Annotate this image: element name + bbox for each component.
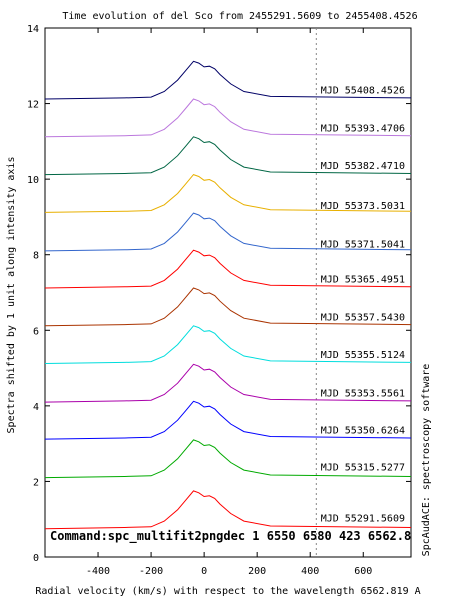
x-tick-label: 600 xyxy=(354,566,372,577)
series-label: MJD 55408.4526 xyxy=(321,86,405,97)
x-tick-label: -200 xyxy=(139,566,163,577)
series-label: MJD 55357.5430 xyxy=(321,312,405,323)
x-axis: -400 -200 0 200 400 600 xyxy=(86,28,372,577)
y-axis-label: Spectra shifted by 1 unit along intensit… xyxy=(6,157,17,434)
x-axis-label: Radial velocity (km/s) with respect to t… xyxy=(35,586,420,597)
software-label: SpcAudACE: spectroscopy software xyxy=(421,364,432,557)
spectrum-line-1 xyxy=(44,490,412,530)
y-tick-label: 10 xyxy=(27,175,39,186)
x-tick-label: 0 xyxy=(201,566,207,577)
spectrum-line-5 xyxy=(44,325,412,364)
spectrum-line-4 xyxy=(44,363,412,403)
x-tick-label: 200 xyxy=(248,566,266,577)
y-axis: 0 2 4 6 8 10 12 14 xyxy=(27,24,411,564)
spectrum-line-10 xyxy=(44,136,412,176)
spectrum-line-6 xyxy=(44,287,412,327)
y-tick-label: 8 xyxy=(33,251,39,262)
series-label: MJD 55382.4710 xyxy=(321,161,405,172)
series-label: MJD 55373.5031 xyxy=(321,201,405,212)
spectrum-line-3 xyxy=(44,400,412,440)
spectrum-line-7 xyxy=(44,249,412,289)
chart-title: Time evolution of del Sco from 2455291.5… xyxy=(62,11,417,22)
y-tick-label: 4 xyxy=(33,402,39,413)
series-labels: MJD 55291.5609 MJD 55315.5277 MJD 55350.62… xyxy=(321,86,405,525)
series-label: MJD 55353.5561 xyxy=(321,389,405,400)
x-tick-label: 400 xyxy=(301,566,319,577)
spectrum-line-12 xyxy=(44,60,412,100)
y-tick-label: 2 xyxy=(33,477,39,488)
series-label: MJD 55355.5124 xyxy=(321,350,405,361)
spectrum-line-8 xyxy=(44,212,412,252)
command-annotation: Command:spc_multifit2pngdec 1 6550 6580 … xyxy=(50,529,411,544)
spectrum-line-11 xyxy=(44,98,412,138)
x-tick-label: -400 xyxy=(86,566,110,577)
plot-frame xyxy=(44,27,412,558)
series-label: MJD 55315.5277 xyxy=(321,462,405,473)
spectrum-line-9 xyxy=(44,174,412,213)
spectrum-line-2 xyxy=(44,439,412,479)
series-label: MJD 55371.5041 xyxy=(321,239,405,250)
y-tick-label: 0 xyxy=(33,553,39,564)
series-label: MJD 55393.4706 xyxy=(321,123,405,134)
series-label: MJD 55365.4951 xyxy=(321,275,405,286)
series-label: MJD 55350.6264 xyxy=(321,426,405,437)
series-label: MJD 55291.5609 xyxy=(321,513,405,524)
y-tick-label: 6 xyxy=(33,326,39,337)
spectra-series xyxy=(44,60,412,530)
y-tick-label: 14 xyxy=(27,24,39,35)
y-tick-label: 12 xyxy=(27,100,39,111)
